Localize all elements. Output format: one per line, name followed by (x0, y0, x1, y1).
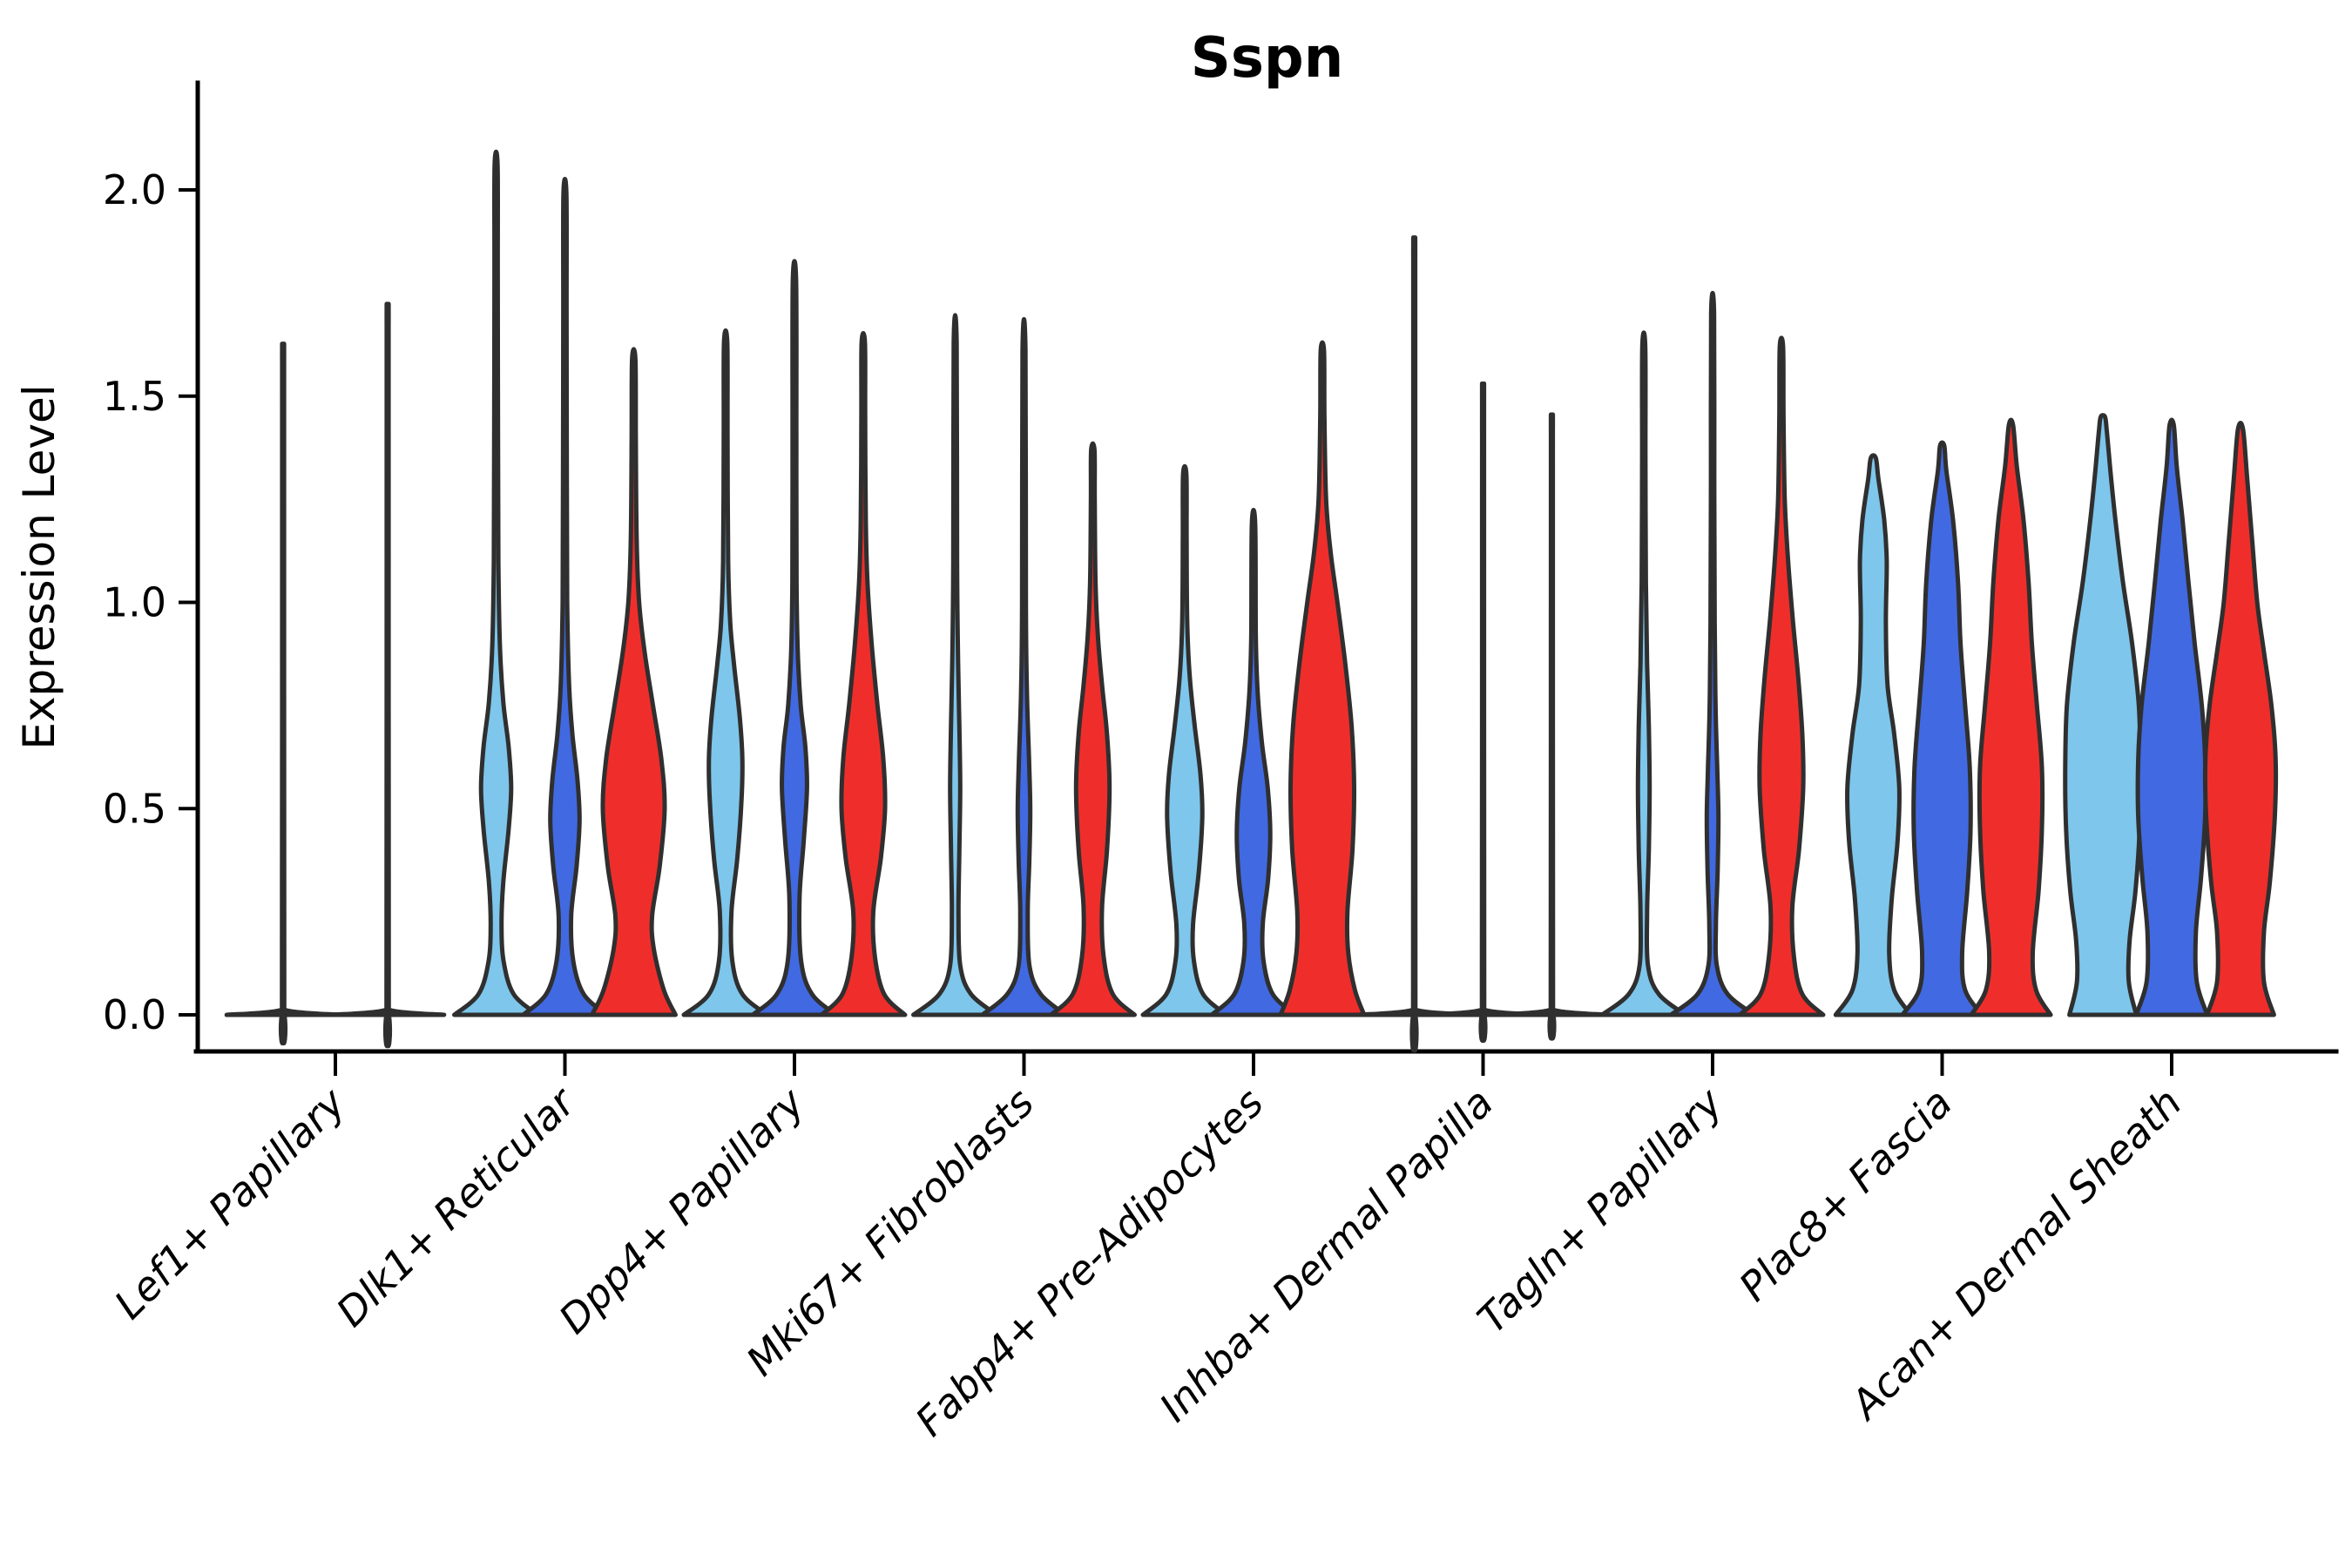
violin-red-sample-dlk1 (590, 347, 678, 1017)
violin-light-blue-sample-mki67 (911, 313, 999, 1017)
violin-blue-sample-lef1 (328, 301, 447, 1049)
violin-blue-sample-acan (2133, 417, 2210, 1017)
violin-blue-sample-inhba (1424, 381, 1542, 1043)
violin-red-sample-plac8 (1969, 417, 2053, 1017)
violin-red-sample-dpp4 (819, 331, 908, 1017)
x-axis-category-label: Tagln+ Papillary (1468, 1078, 1732, 1342)
y-axis-tick-label: 0.5 (103, 785, 166, 832)
violin-red-sample-fabp4 (1278, 340, 1367, 1017)
violin-red-sample-mki67 (1049, 441, 1137, 1017)
chart-title: Sspn (1191, 26, 1344, 91)
violin-blue-sample-plac8 (1900, 440, 1984, 1017)
y-axis-label: Expression Level (14, 384, 64, 749)
violin-blue-sample-tagln (1668, 291, 1757, 1017)
violin-light-blue-sample-fabp4 (1140, 463, 1229, 1017)
y-axis-tick-label: 1.5 (103, 373, 166, 420)
violin-light-blue-sample-acan (2063, 413, 2143, 1017)
violin-blue-sample-dlk1 (521, 177, 609, 1017)
violin-light-blue-sample-lef1 (224, 341, 342, 1046)
x-axis-category-label: Dlk1+ Reticular (328, 1077, 586, 1335)
violin-light-blue-sample-dlk1 (452, 149, 540, 1017)
violin-red-sample-tagln (1737, 335, 1826, 1017)
violin-blue-sample-mki67 (980, 317, 1068, 1017)
violin-light-blue-sample-dpp4 (681, 328, 770, 1017)
violin-light-blue-sample-plac8 (1833, 453, 1914, 1017)
x-axis-category-label: Lef1+ Papillary (105, 1078, 355, 1328)
y-axis-tick-label: 0.0 (103, 991, 166, 1038)
violin-light-blue-sample-inhba (1355, 235, 1473, 1053)
x-axis-category-label: Dpp4+ Papillary (550, 1078, 814, 1342)
violin-red-sample-acan (2202, 421, 2279, 1017)
y-axis-tick-label: 2.0 (103, 166, 166, 213)
x-axis-category-label: Plac8+ Fascia (1730, 1079, 1961, 1310)
violin-red-sample-inhba (1493, 412, 1611, 1041)
violin-light-blue-sample-tagln (1599, 330, 1688, 1017)
violin-blue-sample-fabp4 (1209, 508, 1298, 1017)
violin-blue-sample-dpp4 (750, 259, 839, 1017)
y-axis-tick-label: 1.0 (103, 579, 166, 626)
